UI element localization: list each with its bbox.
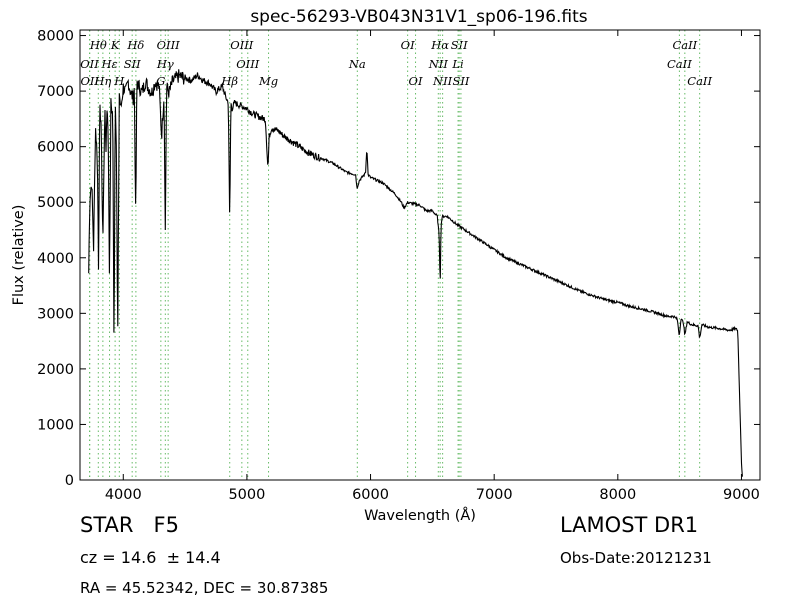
- line-label-11: SII: [124, 57, 141, 71]
- y-tick-label-1: 1000: [37, 417, 74, 433]
- line-label-14: Na: [348, 57, 366, 71]
- y-tick-label-0: 0: [65, 473, 74, 489]
- line-label-23: Mg: [258, 74, 278, 88]
- line-label-17: CaII: [667, 57, 692, 71]
- line-label-21: G: [156, 74, 165, 88]
- x-tick-label-4: 8000: [599, 487, 636, 503]
- survey-label: LAMOST DR1: [560, 513, 699, 537]
- line-label-0: Hθ: [89, 38, 107, 52]
- line-label-25: NII: [432, 74, 453, 88]
- line-label-3: OIII: [157, 38, 181, 52]
- redshift-label: cz = 14.6 ± 14.4: [80, 548, 221, 567]
- line-label-7: SII: [451, 38, 468, 52]
- y-tick-label-8: 8000: [37, 29, 74, 45]
- line-label-12: Hγ: [156, 57, 174, 71]
- line-label-9: OII: [80, 57, 99, 71]
- line-label-26: SII: [452, 74, 469, 88]
- x-tick-label-3: 7000: [476, 487, 513, 503]
- y-tick-label-5: 5000: [37, 195, 74, 211]
- line-label-19: Hη: [93, 74, 111, 88]
- coordinates-label: RA = 45.52342, DEC = 30.87385: [80, 579, 329, 597]
- line-label-2: Hδ: [126, 38, 144, 52]
- obs-date-label: Obs-Date:20121231: [560, 549, 712, 567]
- y-tick-label-4: 4000: [37, 251, 74, 267]
- line-label-27: CaII: [687, 74, 712, 88]
- x-tick-label-1: 5000: [228, 487, 265, 503]
- line-label-1: K: [110, 38, 121, 52]
- line-label-8: CaII: [672, 38, 697, 52]
- line-label-22: Hβ: [220, 74, 238, 88]
- flux-series-line: [88, 69, 743, 477]
- line-label-4: OIII: [230, 38, 254, 52]
- line-label-10: Hε: [100, 57, 117, 71]
- line-label-15: NII: [428, 57, 449, 71]
- y-axis-ticks: 0 1000 2000 3000 4000 5000 6000 7000 8000: [37, 29, 760, 489]
- y-axis-label: Flux (relative): [11, 205, 27, 306]
- line-label-6: Hα: [430, 38, 449, 52]
- line-label-16: Li: [451, 57, 464, 71]
- line-label-13: OIII: [236, 57, 260, 71]
- chart-title: spec-56293-VB043N31V1_sp06-196.fits: [250, 7, 587, 27]
- y-tick-label-2: 2000: [37, 362, 74, 378]
- y-tick-label-7: 7000: [37, 84, 74, 100]
- line-label-24: OI: [409, 74, 423, 88]
- subclass-label: F5: [153, 513, 179, 537]
- x-axis-ticks: 4000 5000 6000 7000 8000 9000: [105, 30, 760, 503]
- x-tick-label-2: 6000: [352, 487, 389, 503]
- class-label: STAR: [80, 513, 134, 537]
- y-tick-label-3: 3000: [37, 306, 74, 322]
- x-axis-label: Wavelength (Å): [364, 507, 476, 524]
- line-label-20: H: [113, 74, 125, 88]
- object-class: STAR F5: [80, 513, 179, 537]
- y-tick-label-6: 6000: [37, 140, 74, 156]
- x-tick-label-5: 9000: [723, 487, 760, 503]
- plot-frame: [79, 29, 761, 481]
- x-tick-label-0: 4000: [105, 487, 142, 503]
- line-label-18: OII: [81, 74, 100, 88]
- line-label-5: OI: [401, 38, 415, 52]
